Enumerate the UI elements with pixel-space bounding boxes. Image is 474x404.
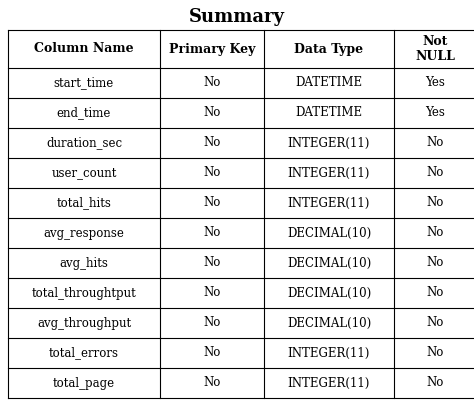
- Text: No: No: [426, 377, 444, 389]
- Text: DATETIME: DATETIME: [295, 76, 363, 90]
- Text: No: No: [426, 227, 444, 240]
- Text: Column Name: Column Name: [34, 42, 134, 55]
- Text: Data Type: Data Type: [294, 42, 364, 55]
- Text: user_count: user_count: [51, 166, 117, 179]
- Text: No: No: [203, 377, 221, 389]
- Text: INTEGER(11): INTEGER(11): [288, 166, 370, 179]
- Text: No: No: [203, 286, 221, 299]
- Text: avg_hits: avg_hits: [60, 257, 109, 269]
- Text: No: No: [203, 137, 221, 149]
- Text: total_page: total_page: [53, 377, 115, 389]
- Text: Not
NULL: Not NULL: [415, 35, 455, 63]
- Text: avg_response: avg_response: [44, 227, 125, 240]
- Text: No: No: [203, 227, 221, 240]
- Text: DECIMAL(10): DECIMAL(10): [287, 257, 371, 269]
- Text: No: No: [426, 257, 444, 269]
- Text: start_time: start_time: [54, 76, 114, 90]
- Text: DECIMAL(10): DECIMAL(10): [287, 316, 371, 330]
- Text: No: No: [203, 316, 221, 330]
- Text: Primary Key: Primary Key: [169, 42, 255, 55]
- Text: total_throughtput: total_throughtput: [32, 286, 137, 299]
- Text: total_hits: total_hits: [56, 196, 111, 210]
- Text: No: No: [426, 196, 444, 210]
- Text: DECIMAL(10): DECIMAL(10): [287, 227, 371, 240]
- Text: DATETIME: DATETIME: [295, 107, 363, 120]
- Text: Summary: Summary: [189, 8, 285, 26]
- Text: No: No: [426, 347, 444, 360]
- Text: INTEGER(11): INTEGER(11): [288, 196, 370, 210]
- Text: total_errors: total_errors: [49, 347, 119, 360]
- Text: No: No: [426, 166, 444, 179]
- Text: end_time: end_time: [57, 107, 111, 120]
- Text: No: No: [203, 196, 221, 210]
- Text: DECIMAL(10): DECIMAL(10): [287, 286, 371, 299]
- Text: No: No: [203, 257, 221, 269]
- Text: Yes: Yes: [425, 107, 445, 120]
- Text: duration_sec: duration_sec: [46, 137, 122, 149]
- Text: No: No: [203, 76, 221, 90]
- Text: No: No: [426, 316, 444, 330]
- Text: avg_throughput: avg_throughput: [37, 316, 131, 330]
- Text: Yes: Yes: [425, 76, 445, 90]
- Text: INTEGER(11): INTEGER(11): [288, 347, 370, 360]
- Text: No: No: [203, 107, 221, 120]
- Text: INTEGER(11): INTEGER(11): [288, 377, 370, 389]
- Text: No: No: [203, 347, 221, 360]
- Text: No: No: [426, 286, 444, 299]
- Text: INTEGER(11): INTEGER(11): [288, 137, 370, 149]
- Text: No: No: [426, 137, 444, 149]
- Text: No: No: [203, 166, 221, 179]
